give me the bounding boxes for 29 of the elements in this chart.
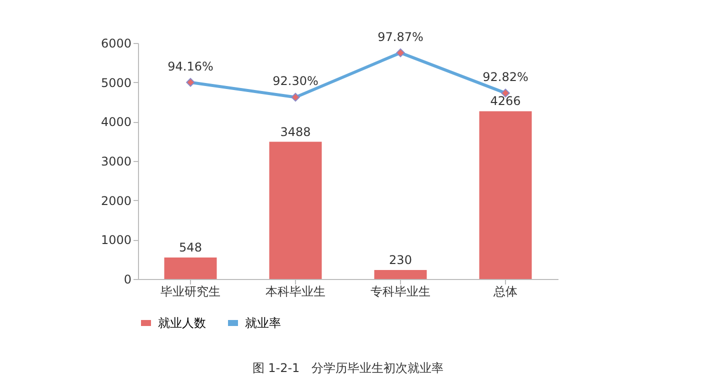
point <box>186 78 195 87</box>
legend-label: 就业人数 <box>158 316 206 330</box>
point <box>291 92 300 102</box>
x-tick-label: 毕业研究生 <box>160 284 220 298</box>
y-tick-label: 0 <box>124 272 132 286</box>
point <box>396 48 405 58</box>
x-tick-label: 专科毕业生 <box>370 284 430 298</box>
data-label: 3488 <box>280 124 311 139</box>
y-tick-label: 2000 <box>100 194 132 208</box>
y-tick-label: 3000 <box>100 154 132 168</box>
data-label: 97.87% <box>378 30 424 44</box>
y-tick-label: 5000 <box>100 76 132 90</box>
data-label: 548 <box>179 240 202 254</box>
y-tick-label: 1000 <box>100 233 132 248</box>
y-tick-label: 4000 <box>100 115 132 130</box>
bar <box>479 111 532 279</box>
bar <box>269 142 322 279</box>
data-label: 94.16% <box>168 59 214 74</box>
data-label: 230 <box>389 252 412 267</box>
data-label: 92.30% <box>272 74 318 88</box>
data-label: 4266 <box>490 94 521 108</box>
legend-label: 就业率 <box>245 316 281 330</box>
caption: 图 1-2-1 分学历毕业生初次就业率 <box>252 361 444 375</box>
bar <box>374 270 427 279</box>
x-tick-label: 总体 <box>492 284 518 298</box>
y-tick-label: 6000 <box>100 36 132 50</box>
bar <box>164 257 217 279</box>
data-label: 92.82% <box>482 70 528 84</box>
x-tick-label: 本科毕业生 <box>266 284 326 298</box>
